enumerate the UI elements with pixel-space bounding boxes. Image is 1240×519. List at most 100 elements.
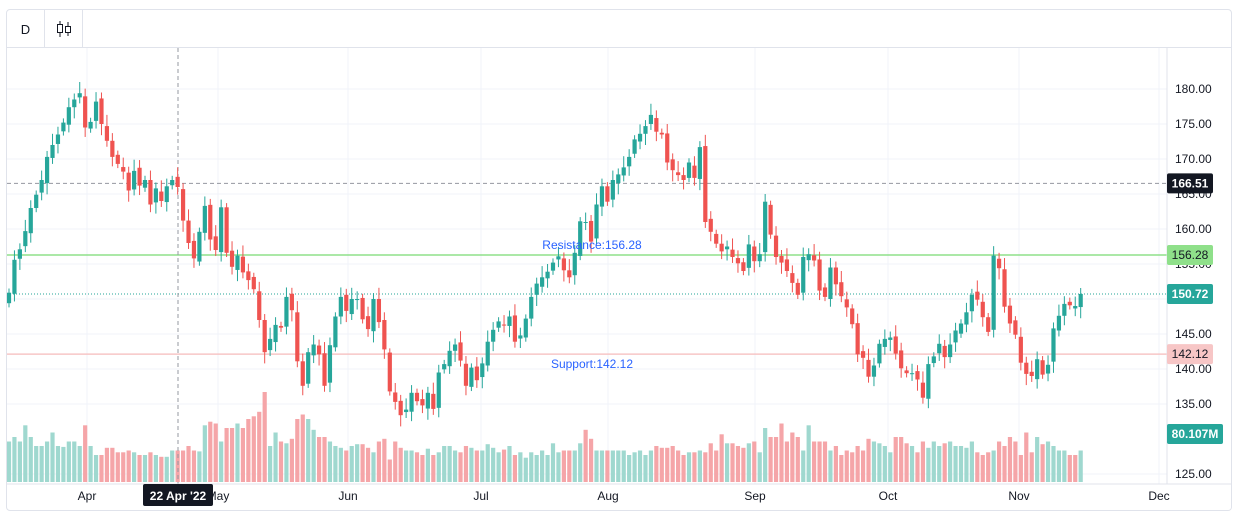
candle-body — [915, 371, 920, 380]
candle-body — [779, 255, 784, 263]
candle-body — [219, 207, 224, 253]
volume-bar — [1013, 441, 1018, 482]
candle-body — [812, 255, 817, 261]
volume-bar — [877, 443, 882, 482]
candle-body — [284, 296, 289, 327]
candle-body — [420, 399, 425, 406]
volume-bar — [719, 434, 724, 482]
time-axis-label: Dec — [1148, 489, 1169, 503]
volume-bar — [828, 450, 833, 482]
candle-body — [871, 365, 877, 377]
volume-bar — [1045, 441, 1051, 482]
volume-bar — [616, 450, 621, 482]
candle-body — [191, 240, 197, 259]
volume-bar — [316, 437, 322, 482]
volume-bar — [137, 455, 142, 482]
candle-body — [295, 312, 300, 362]
volume-bar — [104, 447, 110, 482]
candle-body — [452, 344, 458, 351]
svg-text:80.107M: 80.107M — [1172, 427, 1219, 441]
svg-text:22 Apr '22: 22 Apr '22 — [150, 489, 207, 503]
svg-text:142.12: 142.12 — [1172, 347, 1209, 361]
volume-bar — [1035, 437, 1040, 482]
price-axis-label: 125.00 — [1175, 467, 1212, 481]
volume-bar — [779, 423, 784, 482]
volume-bar — [474, 450, 479, 482]
candle-body — [594, 204, 599, 239]
volume-bar — [986, 452, 991, 482]
volume-bar — [289, 438, 294, 482]
interval-button[interactable]: D — [7, 10, 45, 48]
volume-bar — [697, 450, 702, 482]
volume-bar — [545, 455, 550, 482]
candle-body — [567, 270, 572, 278]
chart-style-button[interactable] — [45, 10, 83, 48]
candle-body — [975, 291, 980, 300]
volume-bar — [801, 450, 806, 482]
volume-bar — [643, 455, 648, 482]
candle-body — [50, 145, 55, 158]
volume-bar — [920, 441, 926, 482]
candle-body — [142, 180, 148, 188]
candle-body — [431, 393, 436, 409]
candle-body — [795, 282, 800, 295]
candle-body — [88, 121, 93, 129]
time-axis-label: Apr — [78, 489, 97, 503]
candle-body — [773, 235, 779, 257]
volume-bar — [610, 450, 615, 482]
candle-body — [888, 337, 893, 340]
volume-bar — [322, 437, 327, 482]
volume-bar — [899, 437, 904, 482]
candle-body — [300, 361, 305, 386]
volume-bar — [278, 441, 284, 482]
candle-body — [676, 172, 681, 176]
candle-body — [474, 366, 479, 381]
candle-body — [920, 382, 926, 398]
volume-bar — [121, 452, 126, 482]
candle-body — [425, 392, 430, 409]
volume-bars — [7, 392, 1083, 482]
volume-bar — [1040, 444, 1045, 482]
volume-bar — [871, 441, 877, 482]
volume-bar — [7, 441, 12, 482]
price-axis-label: 160.00 — [1175, 222, 1212, 236]
volume-bar — [964, 447, 969, 482]
volume-bar — [605, 450, 610, 482]
candlestick-chart[interactable]: Resistance:156.28 Support:142.12 180.00 1… — [7, 10, 1231, 510]
volume-bar — [703, 452, 708, 482]
volume-bar — [763, 428, 768, 482]
volume-bar — [83, 425, 88, 482]
candle-body — [469, 367, 474, 387]
candle-body — [822, 287, 828, 297]
candle-body — [866, 359, 871, 377]
candle-body — [790, 273, 795, 283]
candle-body — [540, 277, 545, 287]
candle-body — [197, 231, 202, 262]
volume-bar — [382, 438, 387, 482]
candle-body — [240, 256, 246, 273]
volume-bar — [588, 438, 594, 482]
volume-bar — [931, 441, 936, 482]
volume-bar — [599, 450, 605, 482]
candle-body — [409, 392, 414, 412]
volume-tag: 80.107M — [1167, 424, 1223, 444]
candle-body — [213, 236, 218, 250]
volume-bar — [355, 444, 360, 482]
candle-body — [398, 400, 403, 416]
candle-body — [616, 174, 621, 184]
volume-bar — [191, 450, 197, 482]
volume-bar — [567, 450, 572, 482]
candle-body — [817, 259, 822, 291]
volume-bar — [980, 455, 985, 482]
candle-body — [463, 363, 469, 386]
volume-bar — [420, 455, 425, 482]
volume-bar — [17, 441, 22, 482]
chart-widget: Resistance:156.28 Support:142.12 180.00 1… — [6, 9, 1232, 511]
volume-bar — [61, 446, 66, 482]
candle-body — [333, 316, 338, 348]
candle-body — [588, 220, 594, 242]
candle-body — [877, 343, 882, 364]
volume-bar — [159, 456, 164, 482]
volume-bar — [170, 450, 175, 482]
volume-bar — [1029, 452, 1034, 482]
